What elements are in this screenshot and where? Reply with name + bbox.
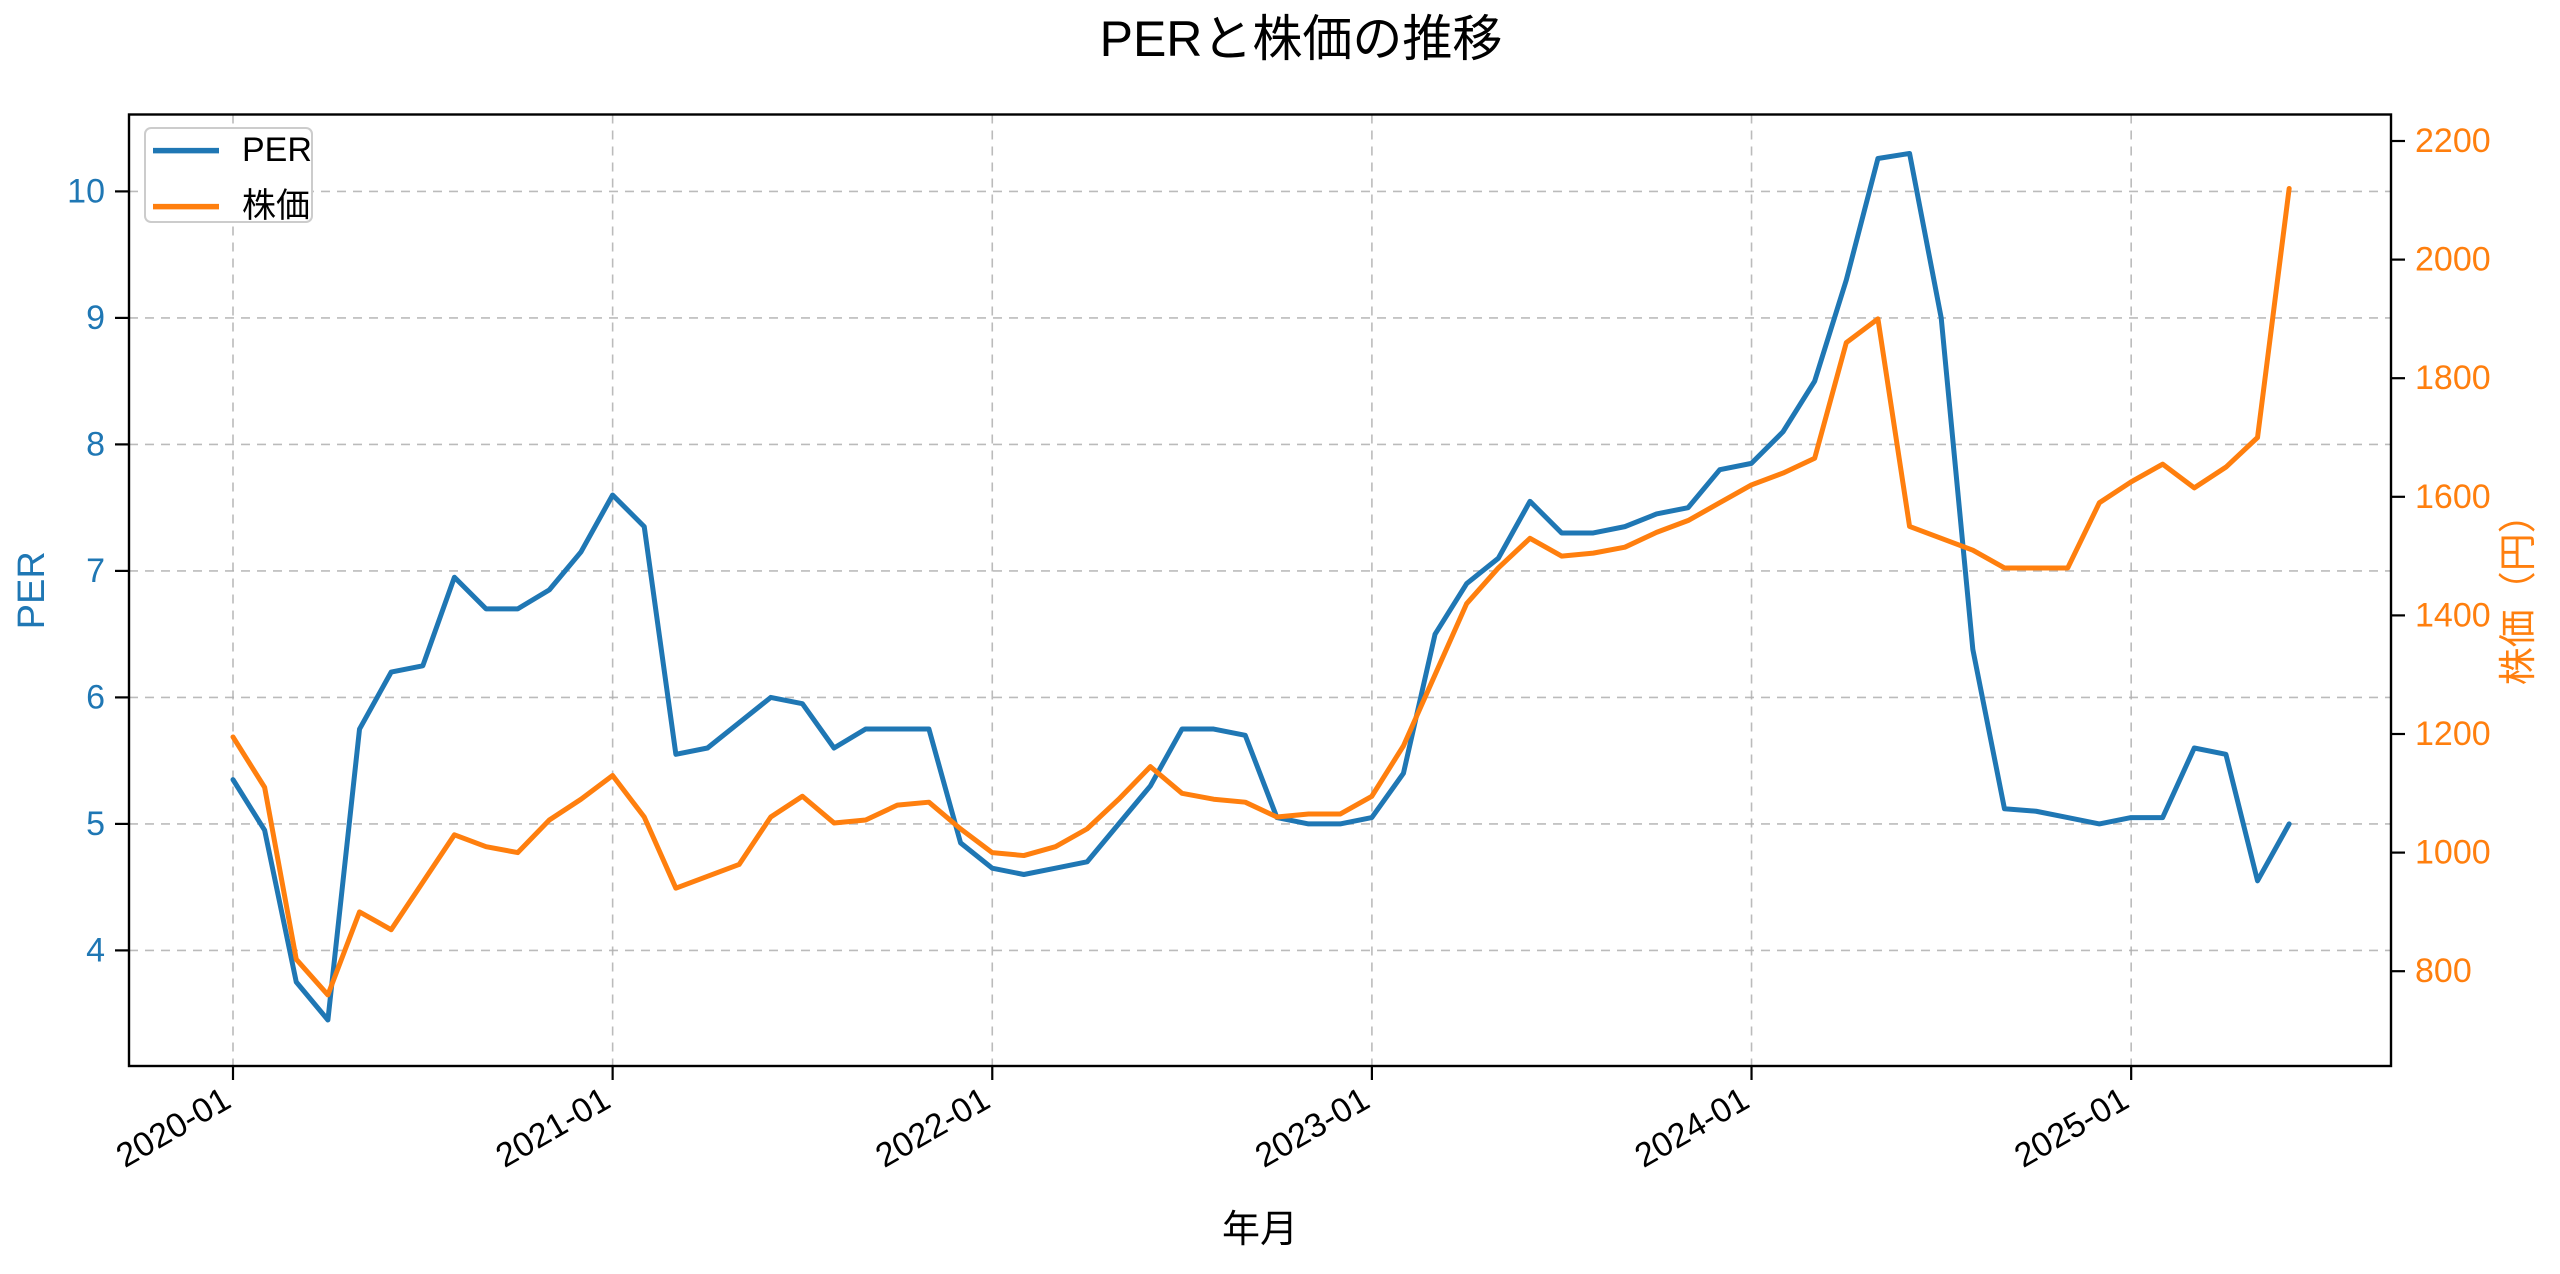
svg-text:800: 800 — [2415, 952, 2472, 990]
svg-text:株価: 株価 — [242, 187, 310, 225]
svg-text:6: 6 — [86, 678, 105, 716]
svg-text:1400: 1400 — [2415, 596, 2491, 634]
svg-text:株価（円）: 株価（円） — [2498, 495, 2540, 685]
svg-text:PERと株価の推移: PERと株価の推移 — [1100, 11, 1503, 67]
svg-text:1800: 1800 — [2415, 359, 2491, 397]
svg-text:2200: 2200 — [2415, 122, 2491, 160]
svg-text:年月: 年月 — [1222, 1209, 1298, 1251]
svg-text:4: 4 — [86, 931, 105, 969]
svg-text:8: 8 — [86, 425, 105, 463]
svg-text:7: 7 — [86, 552, 105, 590]
svg-text:PER: PER — [11, 551, 53, 629]
svg-text:1600: 1600 — [2415, 478, 2491, 516]
svg-text:9: 9 — [86, 299, 105, 337]
svg-text:2000: 2000 — [2415, 241, 2491, 279]
svg-text:10: 10 — [67, 172, 105, 210]
svg-text:1000: 1000 — [2415, 834, 2491, 872]
svg-text:5: 5 — [86, 805, 105, 843]
svg-text:1200: 1200 — [2415, 715, 2491, 753]
svg-text:PER: PER — [242, 131, 312, 169]
